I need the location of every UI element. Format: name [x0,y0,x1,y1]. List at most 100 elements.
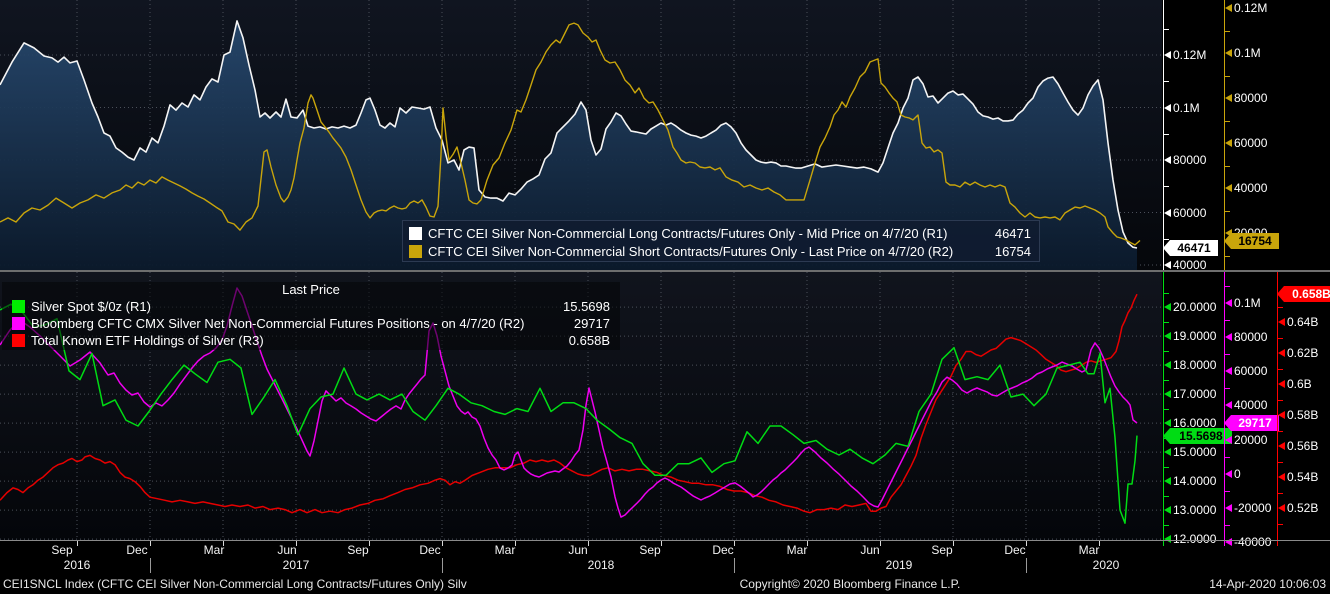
r1-bottom-tick-arrow [1164,332,1171,340]
timestamp: 14-Apr-2020 10:06:03 [1209,577,1326,591]
time-axis[interactable]: Sep Dec Mar Jun Sep Dec Mar Jun Sep Dec Mar Jun Sep D… [0,540,1330,575]
r1-top-tick-arrow [1164,156,1171,164]
r2-bottom-tick-arrow [1225,504,1232,512]
r1-bottom-tick-label: 15.0000 [1173,445,1217,459]
month-label: Mar [786,543,808,557]
r2-top-tick-arrow [1225,229,1232,237]
year-label: 2018 [587,558,615,572]
month-label: Sep [347,543,369,557]
r1-top-spine [1163,0,1164,270]
year-label: 2017 [282,558,310,572]
r1-bottom-tick-arrow [1164,448,1171,456]
month-label: Jun [277,543,297,557]
legend-value: 15.5698 [563,299,610,314]
price-panel-legend: Last Price Silver Spot $/0z (R1) 15.5698… [2,282,620,350]
month-label: Jun [568,543,588,557]
year-label: 2019 [885,558,913,572]
futures-panel-legend: CFTC CEI Silver Non-Commercial Long Cont… [402,220,1040,262]
short-contracts-swatch [409,244,422,258]
r3-bottom-tick-arrow [1278,349,1285,357]
legend-row-net-positions[interactable]: Bloomberg CFTC CMX Silver Net Non-Commer… [12,315,610,332]
r2-top-tick-label: 0.12M [1234,1,1268,15]
r2-bottom-tick-label: -20000 [1234,501,1272,515]
r3-bottom-tick-arrow [1278,411,1285,419]
legend-value: 0.658B [568,333,610,348]
r3-bottom-tick-label: 0.54B [1287,470,1319,484]
r3-bottom-tick-label: 0.56B [1287,439,1319,453]
r3-bottom-tick-label: 0.52B [1287,501,1319,515]
r1-bottom-tick-arrow [1164,477,1171,485]
r3-bottom-tick-arrow [1278,380,1285,388]
etf-holdings-swatch [12,334,25,347]
r2-bottom-tick-label: -40000 [1234,535,1272,549]
r1-top-last-price-badge: 46471 [1163,240,1218,256]
r1-bottom-spine [1163,272,1164,546]
month-label: Mar [1078,543,1100,557]
long-contracts-swatch [409,226,422,240]
month-label: Jun [860,543,880,557]
r2-bottom-spine [1224,272,1225,546]
r2-bottom-tick-label: 0.1M [1234,296,1261,310]
r2-top-last-price-badge: 16754 [1224,233,1279,249]
r1-top-tick-label: 40000 [1173,258,1207,272]
r1-bottom-tick-arrow [1164,535,1171,543]
r2-bottom-last-price-badge: 29717 [1224,415,1279,431]
r2-bottom-tick-label: 20000 [1234,433,1268,447]
r3-bottom-tick-label: 0.64B [1287,315,1319,329]
r2-bottom-tick-arrow [1225,299,1232,307]
time-axis-baseline [0,540,1330,541]
r1-top-tick-arrow [1164,51,1171,59]
month-label: Dec [419,543,441,557]
r3-bottom-last-price-badge: 0.658B [1277,286,1330,302]
month-label: Sep [931,543,953,557]
r2-bottom-tick-arrow [1225,436,1232,444]
r1-bottom-last-price-badge: 15.5698 [1163,428,1232,444]
r1-bottom-tick-label: 18.0000 [1173,358,1217,372]
r2-top-tick-arrow [1225,139,1232,147]
r1-bottom-tick-label: 17.0000 [1173,387,1217,401]
series-cftc-long-contracts [0,20,1138,249]
r1-bottom-tick-label: 12.0000 [1173,532,1217,546]
r2-bottom-tick-label: 80000 [1234,330,1268,344]
r1-bottom-tick-label: 19.0000 [1173,329,1217,343]
r1-bottom-tick-label: 16.0000 [1173,416,1217,430]
r2-top-tick-label: 0.1M [1234,46,1261,60]
r1-top-tick-arrow [1164,261,1171,269]
legend-value: 16754 [994,243,1031,259]
r2-top-spine [1224,0,1225,270]
month-label: Sep [639,543,661,557]
legend-row-etf-holdings[interactable]: Total Known ETF Holdings of Silver (R3) … [12,332,610,349]
legend-row-silver-spot[interactable]: Silver Spot $/0z (R1) 15.5698 [12,298,610,315]
r1-bottom-tick-arrow [1164,303,1171,311]
r3-bottom-tick-arrow [1278,442,1285,450]
r2-bottom-tick-arrow [1225,367,1232,375]
r1-bottom-tick-arrow [1164,506,1171,514]
year-label: 2020 [1092,558,1120,572]
legend-row-short-contracts[interactable]: CFTC CEI Silver Non-Commercial Short Con… [409,242,1031,260]
r2-bottom-tick-label: 60000 [1234,364,1268,378]
r2-bottom-tick-label: 0 [1234,467,1241,481]
legend-value: 29717 [573,316,610,331]
r2-top-tick-arrow [1225,4,1232,12]
r3-bottom-tick-label: 0.6B [1287,377,1312,391]
r3-bottom-tick-label: 0.62B [1287,346,1319,360]
r1-top-tick-label: 0.1M [1173,101,1200,115]
r1-top-tick-label: 80000 [1173,153,1207,167]
r1-bottom-tick-label: 14.0000 [1173,474,1217,488]
r3-bottom-tick-arrow [1278,473,1285,481]
series-etf-holdings [0,293,1138,514]
r2-top-tick-arrow [1225,94,1232,102]
month-label: Dec [1004,543,1026,557]
series-cftc-short-contracts [0,22,1141,246]
r3-bottom-tick-label: 0.58B [1287,408,1319,422]
legend-label: Bloomberg CFTC CMX Silver Net Non-Commer… [31,316,525,331]
status-bar: CEI1SNCL Index (CFTC CEI Silver Non-Comm… [0,576,1330,594]
r3-bottom-tick-arrow [1278,318,1285,326]
legend-title: Last Price [282,282,340,297]
r1-top-tick-label: 0.12M [1173,48,1207,62]
r2-bottom-tick-arrow [1225,333,1232,341]
legend-row-long-contracts[interactable]: CFTC CEI Silver Non-Commercial Long Cont… [409,224,1031,242]
r2-top-tick-arrow [1225,184,1232,192]
panel-divider[interactable] [0,270,1330,272]
